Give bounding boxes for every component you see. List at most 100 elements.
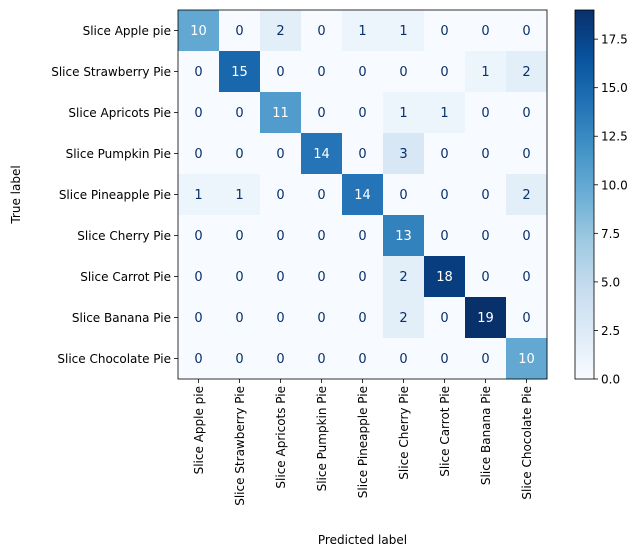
cell-value: 0: [481, 229, 489, 244]
cell-value: 0: [276, 147, 284, 162]
heatmap-cell: [424, 10, 466, 52]
heatmap-cell: [219, 297, 261, 339]
heatmap-cell: [301, 92, 343, 134]
cell-value: 0: [276, 270, 284, 285]
heatmap-cell: [219, 133, 261, 175]
colorbar-tick-label: 17.5: [601, 33, 628, 47]
x-tick-label: Slice Chocolate Pie: [520, 386, 534, 500]
heatmap-cell: [342, 133, 384, 175]
cell-value: 15: [231, 65, 248, 80]
cell-value: 0: [358, 65, 366, 80]
cell-value: 1: [440, 106, 448, 121]
heatmap-cell: [342, 215, 384, 257]
heatmap-cell: [506, 92, 548, 134]
heatmap-cell: [301, 174, 343, 216]
heatmap-cell: [383, 215, 425, 257]
cell-value: 11: [272, 106, 289, 121]
colorbar-tick-label: 5.0: [601, 275, 620, 289]
cell-value: 0: [481, 147, 489, 162]
heatmap-cell: [260, 297, 302, 339]
cell-value: 0: [358, 311, 366, 326]
heatmap-cells: [178, 10, 548, 380]
cell-value: 13: [395, 229, 412, 244]
colorbar: [574, 9, 595, 380]
cell-value: 18: [436, 270, 453, 285]
colorbar-tick-label: 0.0: [601, 373, 620, 387]
heatmap-cell: [424, 215, 466, 257]
heatmap-cell: [301, 338, 343, 380]
heatmap-cell: [383, 297, 425, 339]
cell-value: 0: [317, 188, 325, 203]
cell-value: 0: [317, 270, 325, 285]
cell-value: 0: [235, 311, 243, 326]
heatmap-cell: [219, 215, 261, 257]
cell-value: 1: [399, 106, 407, 121]
cell-value: 0: [358, 106, 366, 121]
cell-value: 0: [194, 147, 202, 162]
heatmap-cell: [260, 338, 302, 380]
cell-value: 0: [522, 106, 530, 121]
heatmap-cell: [219, 10, 261, 52]
heatmap-cell: [301, 256, 343, 298]
colorbar-tick-label: 12.5: [601, 130, 628, 144]
y-tick-label: Slice Carrot Pie: [80, 270, 171, 284]
cell-value: 0: [522, 24, 530, 39]
heatmap-cell: [383, 133, 425, 175]
heatmap-cell: [465, 92, 507, 134]
heatmap-cell: [178, 174, 220, 216]
x-tick-label: Slice Pineapple Pie: [356, 386, 370, 498]
heatmap-cell: [178, 297, 220, 339]
y-tick-label: Slice Apple pie: [83, 24, 171, 38]
cell-value: 1: [235, 188, 243, 203]
heatmap-cell: [260, 174, 302, 216]
x-tick-label: Slice Banana Pie: [479, 386, 493, 485]
heatmap-cell: [342, 92, 384, 134]
heatmap-cell: [178, 256, 220, 298]
cell-value: 2: [399, 270, 407, 285]
cell-value: 1: [481, 65, 489, 80]
y-tick-label: Slice Apricots Pie: [68, 106, 171, 120]
heatmap-cell: [219, 51, 261, 93]
heatmap-cell: [301, 133, 343, 175]
heatmap-cell: [383, 174, 425, 216]
heatmap-cell: [424, 338, 466, 380]
colorbar-tick-label: 10.0: [601, 178, 628, 192]
cell-value: 0: [440, 229, 448, 244]
heatmap-cell: [506, 133, 548, 175]
cell-value: 0: [194, 65, 202, 80]
cell-value: 0: [440, 352, 448, 367]
cell-value: 0: [399, 65, 407, 80]
cell-value: 0: [235, 229, 243, 244]
x-tick-label: Slice Apricots Pie: [274, 386, 288, 489]
heatmap-cell: [506, 338, 548, 380]
heatmap-cell: [506, 10, 548, 52]
cell-value: 0: [440, 188, 448, 203]
cell-value: 2: [522, 65, 530, 80]
cell-value: 0: [235, 270, 243, 285]
cell-value: 0: [399, 188, 407, 203]
heatmap-cell: [342, 51, 384, 93]
heatmap-cell: [465, 10, 507, 52]
heatmap-cell: [342, 338, 384, 380]
heatmap-cell: [260, 10, 302, 52]
heatmap-cell: [301, 51, 343, 93]
heatmap-cell: [506, 256, 548, 298]
cell-value: 0: [481, 188, 489, 203]
cell-value: 0: [317, 352, 325, 367]
cell-value: 10: [518, 352, 535, 367]
x-axis-ticks: Slice Apple pie Slice Strawberry Pie Slice…: [192, 379, 534, 506]
cell-value: 19: [477, 311, 494, 326]
cell-value: 0: [358, 229, 366, 244]
heatmap-cell: [301, 10, 343, 52]
heatmap-cell: [178, 51, 220, 93]
cell-value: 0: [194, 270, 202, 285]
cell-value: 0: [481, 352, 489, 367]
cell-value: 0: [440, 24, 448, 39]
cell-value: 0: [358, 270, 366, 285]
cell-value: 0: [522, 311, 530, 326]
heatmap-cell: [465, 133, 507, 175]
heatmap-cell: [383, 51, 425, 93]
heatmap-cell: [178, 338, 220, 380]
heatmap-cell: [424, 51, 466, 93]
x-tick-label: Slice Cherry Pie: [397, 386, 411, 480]
